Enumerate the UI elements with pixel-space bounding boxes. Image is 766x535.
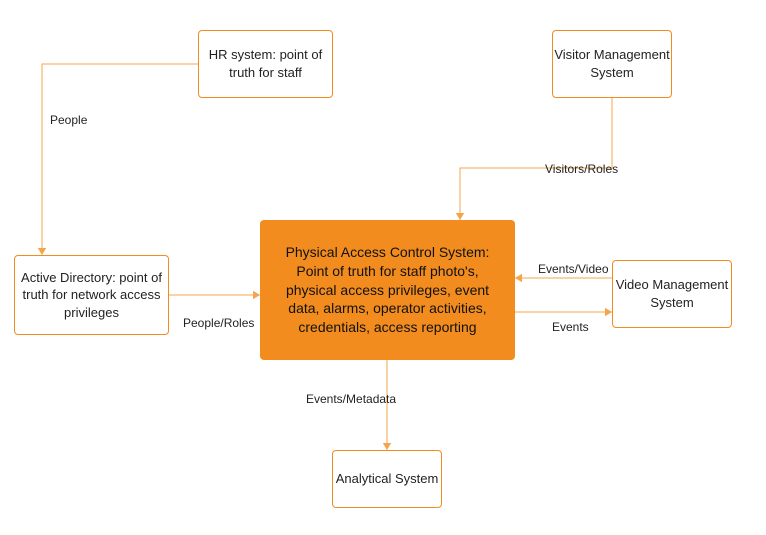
node-analytical-system: Analytical System <box>332 450 442 508</box>
node-visitor-management-system: Visitor Management System <box>552 30 672 98</box>
edge-label-events: Events <box>552 320 589 334</box>
edge-label-people: People <box>50 113 87 127</box>
edge-label-people-roles: People/Roles <box>183 316 254 330</box>
node-physical-access-control-system: Physical Access Control System: Point of… <box>260 220 515 360</box>
node-video-management-system: Video Management System <box>612 260 732 328</box>
node-hr-system: HR system: point of truth for staff <box>198 30 333 98</box>
edge-label-events-video: Events/Video <box>538 262 609 276</box>
node-active-directory: Active Directory: point of truth for net… <box>14 255 169 335</box>
edge-label-visitors-roles: Visitors/Roles <box>545 162 618 176</box>
edge-label-events-metadata: Events/Metadata <box>306 392 396 406</box>
